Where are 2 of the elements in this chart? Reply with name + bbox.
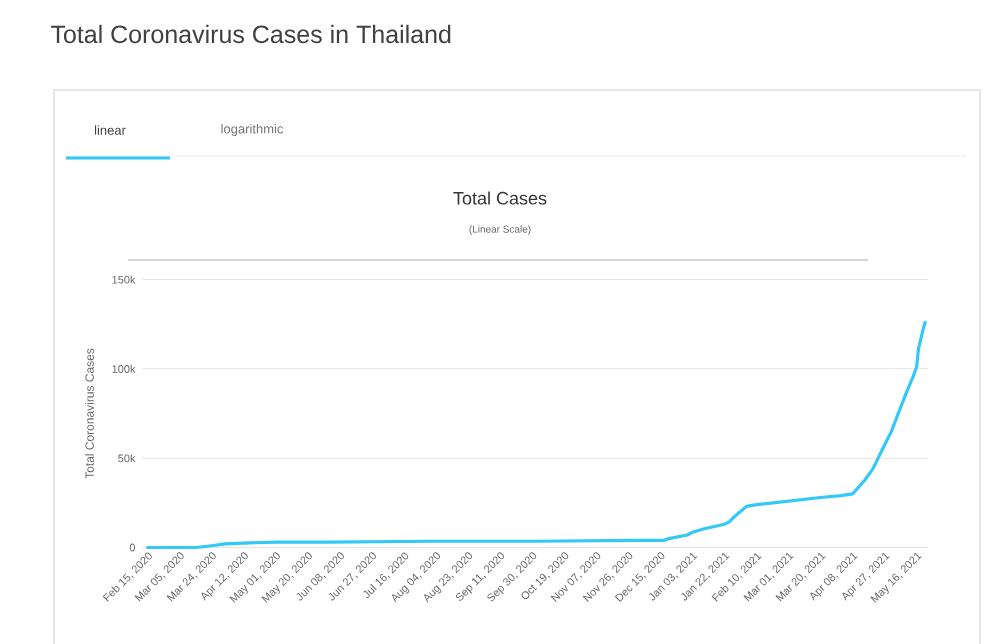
text: Total Coronavirus Cases in Thailand — [50, 24, 451, 44]
chart-title: Total Cases — [453, 191, 547, 205]
